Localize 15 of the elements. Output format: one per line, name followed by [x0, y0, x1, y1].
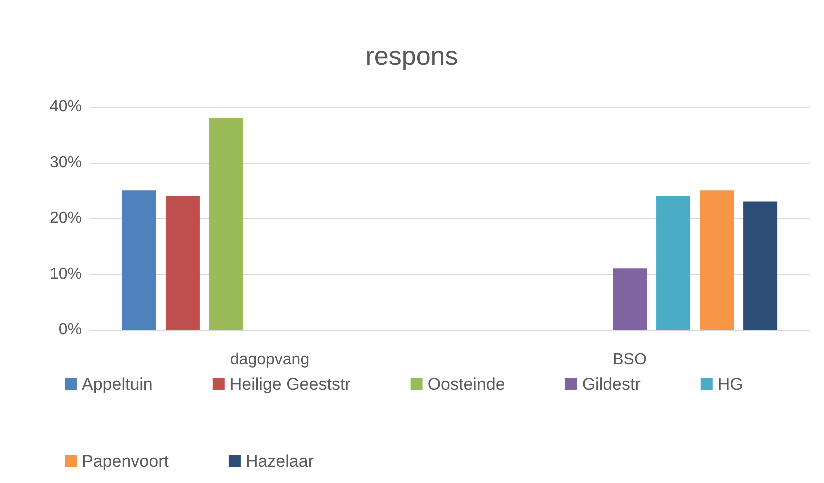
y-tick-label: 40%	[50, 98, 82, 116]
y-tick-label: 10%	[50, 266, 82, 283]
x-tick-label: BSO	[613, 352, 647, 368]
chart-title: respons	[366, 41, 458, 71]
legend-label: Oosteinde	[428, 375, 506, 394]
legend-label: Hazelaar	[246, 452, 314, 471]
legend-label: Papenvoort	[82, 452, 170, 471]
y-tick-label: 0%	[58, 322, 82, 338]
x-tick-label: dagopvang	[230, 352, 310, 368]
y-tick-label: 30%	[50, 154, 82, 172]
legend-label: HG	[718, 375, 744, 394]
y-tick-label: 20%	[50, 210, 82, 227]
legend-label: Gildestr	[582, 375, 642, 394]
legend-label: Appeltuin	[82, 375, 153, 394]
legend-label: Heilige Geeststr	[230, 375, 352, 394]
